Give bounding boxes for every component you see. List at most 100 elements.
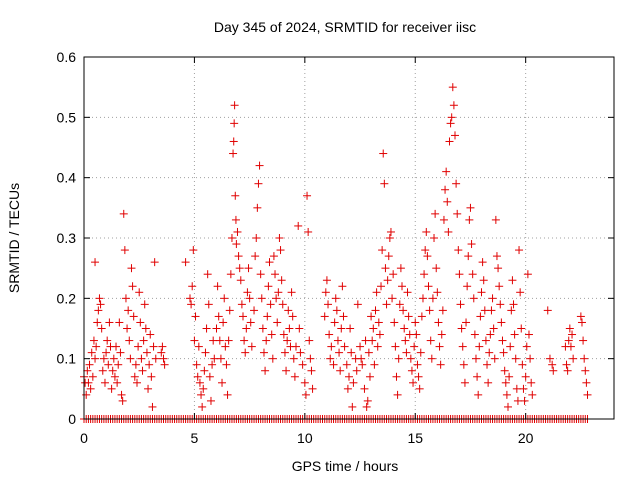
data-point: [119, 209, 128, 218]
data-point: [274, 288, 283, 297]
data-point: [125, 336, 134, 345]
data-point: [301, 390, 310, 399]
data-point: [485, 348, 494, 357]
data-point: [322, 276, 331, 285]
data-point: [499, 348, 508, 357]
data-point: [105, 318, 114, 327]
data-point: [294, 221, 303, 230]
data-point: [399, 306, 408, 315]
data-point: [471, 354, 480, 363]
data-point: [463, 282, 472, 291]
data-point: [103, 336, 112, 345]
data-point: [423, 252, 432, 261]
data-points: [80, 83, 592, 423]
data-point: [335, 348, 344, 357]
data-point: [582, 378, 591, 387]
data-point: [265, 258, 274, 267]
data-point: [515, 246, 524, 255]
data-point: [257, 294, 266, 303]
data-point: [564, 336, 573, 345]
data-point: [108, 366, 117, 375]
data-point: [142, 348, 151, 357]
data-point: [137, 354, 146, 363]
data-point: [470, 330, 479, 339]
data-point: [134, 342, 143, 351]
data-point: [506, 342, 515, 351]
data-point: [83, 366, 92, 375]
data-point: [221, 342, 230, 351]
data-point: [577, 318, 586, 327]
data-point: [448, 83, 457, 92]
data-point: [206, 396, 215, 405]
data-point: [441, 185, 450, 194]
data-point: [382, 300, 391, 309]
data-point: [116, 348, 125, 357]
data-point: [275, 234, 284, 242]
data-point: [308, 384, 317, 393]
data-point: [369, 324, 378, 333]
data-point: [292, 342, 300, 351]
data-point: [104, 360, 113, 369]
data-point: [91, 354, 100, 363]
data-point: [396, 264, 405, 273]
data-point: [447, 113, 456, 122]
data-point: [394, 354, 403, 363]
data-point: [500, 366, 509, 375]
data-point: [426, 336, 435, 345]
data-point: [229, 149, 238, 158]
data-point: [120, 246, 129, 255]
data-point: [149, 342, 158, 351]
data-point: [327, 342, 336, 351]
data-point: [289, 354, 298, 363]
data-point: [402, 348, 411, 357]
data-point: [223, 390, 232, 399]
data-point: [491, 215, 500, 224]
data-point: [484, 378, 493, 387]
data-point: [307, 366, 316, 375]
data-point: [469, 294, 478, 303]
data-point: [527, 378, 536, 387]
data-point: [381, 264, 390, 273]
data-point: [411, 318, 420, 327]
data-point: [548, 360, 557, 369]
data-point: [372, 288, 381, 297]
data-point: [431, 209, 440, 218]
data-point: [256, 270, 265, 279]
data-point: [141, 324, 150, 333]
data-point: [235, 264, 244, 273]
data-point: [383, 276, 392, 285]
data-point: [464, 252, 473, 261]
data-point: [481, 336, 490, 345]
data-point: [395, 300, 404, 309]
data-point: [468, 270, 477, 279]
data-point: [243, 288, 252, 297]
data-point: [190, 336, 199, 345]
data-point: [583, 390, 592, 399]
data-point: [123, 324, 132, 333]
data-point: [473, 372, 482, 381]
data-point: [121, 294, 130, 303]
data-point: [511, 354, 520, 363]
y-tick-label: 0.4: [57, 170, 77, 186]
data-point: [374, 318, 383, 327]
data-point: [159, 354, 168, 363]
data-point: [439, 215, 448, 224]
data-point: [400, 324, 409, 333]
data-point: [434, 318, 443, 327]
data-point: [231, 215, 240, 224]
data-point: [331, 294, 340, 303]
data-point: [200, 366, 209, 375]
data-point: [216, 354, 225, 363]
data-point: [337, 324, 346, 333]
data-point: [329, 360, 338, 369]
data-point: [215, 336, 224, 345]
data-point: [140, 300, 149, 309]
y-tick-label: 0.3: [57, 230, 77, 246]
data-point: [375, 330, 384, 339]
data-point: [453, 209, 462, 218]
data-point: [510, 330, 519, 339]
data-point: [409, 378, 418, 387]
data-point: [158, 342, 167, 351]
